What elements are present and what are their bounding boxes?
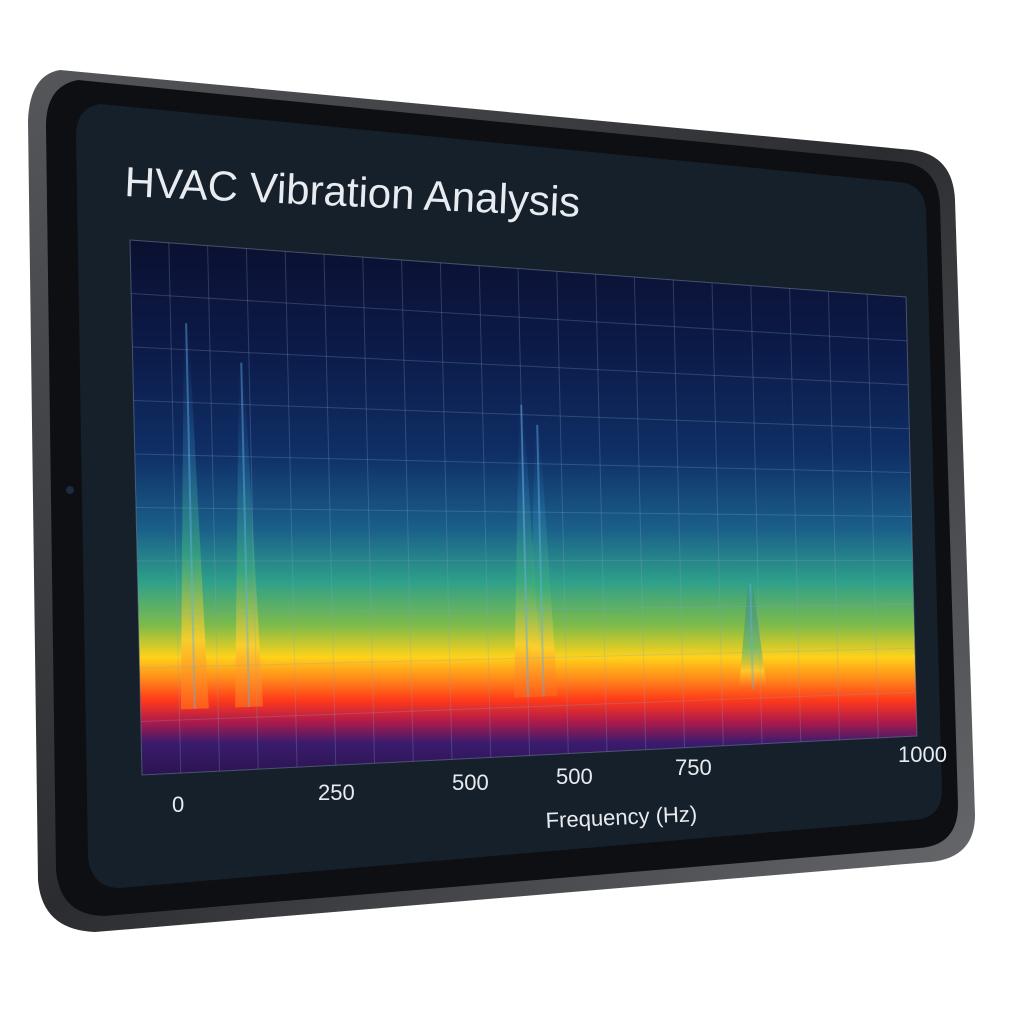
x-tick-label: 0 [172,792,184,817]
grid-line-vertical [866,294,879,738]
grid-line-vertical [284,251,298,768]
grid-line-vertical [789,288,802,742]
spectral-peak-core [240,362,251,707]
x-tick-label: 250 [318,780,355,805]
plot-area [130,240,917,775]
spectral-peak-core [520,404,530,698]
x-tick-label: 500 [452,770,489,795]
grid-line-vertical [750,285,763,744]
grid-line-vertical [207,245,220,772]
spectral-peak [180,323,209,710]
spectral-peak-core [536,424,545,697]
x-tick-label: 1000 [898,742,947,767]
grid-line-vertical [556,271,569,754]
grid-line-vertical [595,274,608,752]
spectral-peak [235,362,264,708]
grid-line-vertical [401,259,414,762]
x-tick-label: 750 [675,755,712,780]
grid-line-horizontal [135,507,912,517]
grid-line-vertical [633,277,647,750]
spectral-peak [529,424,558,698]
grid-line-horizontal [133,400,910,430]
grid-line-vertical [517,268,530,756]
spectral-peak [738,583,767,690]
grid-line-horizontal [140,691,916,722]
grid-line-vertical [439,262,453,760]
grid-line-horizontal [132,346,909,386]
camera-icon [66,486,74,494]
grid-line-vertical [478,265,492,758]
grid-line-vertical [362,257,375,764]
grid-line-horizontal [137,559,913,562]
grid-line-vertical [672,279,685,748]
grid-line-horizontal [131,293,908,342]
x-tick-label: 500 [556,764,593,789]
grid-line-vertical [323,254,337,766]
grid-line-vertical [711,282,724,746]
grid-line-horizontal [139,647,915,669]
grid-line-vertical [827,291,840,740]
grid-line-horizontal [134,453,911,474]
grid-line-vertical [245,248,259,770]
grid-line-horizontal [138,603,914,615]
spectral-peak-core [185,323,196,709]
plot-border [129,239,918,776]
grid-line-vertical [168,242,182,774]
spectral-peak-core [749,583,754,690]
